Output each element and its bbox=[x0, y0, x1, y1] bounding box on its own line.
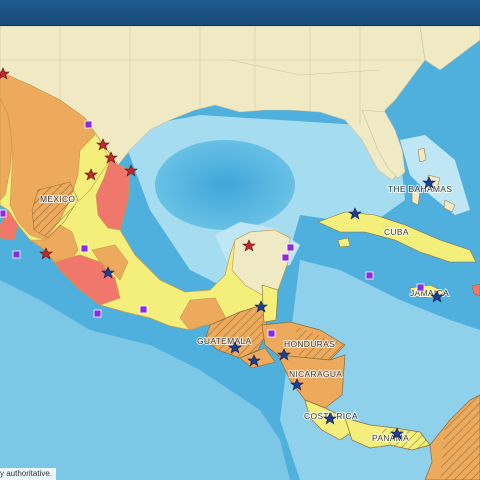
mexico-state-tamaulipas bbox=[95, 159, 131, 231]
mexico-chiapas-orange bbox=[179, 297, 229, 331]
mexico-hatch-area bbox=[31, 181, 79, 239]
label-cuba: CUBA bbox=[384, 227, 409, 237]
map-svg[interactable]: MEXICO THE BAHAMAS CUBA JAMAICA GUATEMAL… bbox=[0, 26, 480, 480]
mexico-state-coahuila bbox=[69, 117, 111, 201]
purple-square-marker[interactable] bbox=[12, 250, 21, 259]
guatemala-hatch bbox=[205, 305, 268, 358]
el-salvador bbox=[239, 347, 276, 369]
purple-square-marker[interactable] bbox=[80, 244, 89, 253]
colombia-hatch bbox=[440, 395, 480, 480]
purple-square-marker[interactable] bbox=[281, 253, 290, 262]
us-east-coast bbox=[419, 26, 480, 71]
label-bahamas: THE BAHAMAS bbox=[388, 184, 452, 194]
gulf-deep-basin bbox=[155, 140, 295, 230]
purple-square-marker[interactable] bbox=[416, 283, 425, 292]
cuba bbox=[317, 211, 477, 263]
bahamas-islands bbox=[411, 147, 456, 213]
purple-square-marker[interactable] bbox=[84, 120, 93, 129]
red-star-markers bbox=[0, 67, 256, 260]
map-attribution: y authoritative. bbox=[0, 468, 57, 480]
red-star-marker[interactable] bbox=[84, 168, 98, 181]
blue-star-marker[interactable] bbox=[323, 412, 337, 425]
label-nicaragua: NICARAGUA bbox=[289, 369, 342, 379]
red-star-marker[interactable] bbox=[96, 138, 110, 151]
honduras-hatch bbox=[295, 326, 345, 362]
purple-square-marker[interactable] bbox=[286, 243, 295, 252]
purple-square-marker[interactable] bbox=[267, 329, 276, 338]
blue-star-markers bbox=[101, 176, 444, 440]
blue-star-marker[interactable] bbox=[101, 266, 115, 279]
purple-square-marker[interactable] bbox=[93, 309, 102, 318]
purple-square-marker[interactable] bbox=[365, 271, 374, 280]
blue-star-marker[interactable] bbox=[390, 427, 404, 440]
label-mexico: MEXICO bbox=[40, 194, 75, 204]
purple-square-marker[interactable] bbox=[139, 305, 148, 314]
bahamas-shelf bbox=[400, 135, 470, 215]
mexico-state-sinaloa-red bbox=[0, 209, 19, 241]
purple-square-marker[interactable] bbox=[0, 209, 7, 218]
red-star-marker[interactable] bbox=[39, 247, 53, 260]
map-canvas[interactable]: MEXICO THE BAHAMAS CUBA JAMAICA GUATEMAL… bbox=[0, 26, 480, 480]
isle-of-youth bbox=[337, 237, 351, 248]
blue-star-marker[interactable] bbox=[247, 354, 261, 367]
label-guatemala: GUATEMALA bbox=[197, 336, 252, 346]
hispaniola-edge bbox=[471, 283, 480, 297]
map-header-bar bbox=[0, 0, 480, 26]
blue-star-marker[interactable] bbox=[430, 290, 444, 303]
red-star-marker[interactable] bbox=[104, 151, 118, 164]
red-star-marker[interactable] bbox=[124, 164, 138, 177]
mexico-state-center-orange bbox=[91, 244, 129, 281]
label-panama: PANAMA bbox=[372, 433, 409, 443]
belize bbox=[261, 284, 279, 323]
label-honduras: HONDURAS bbox=[284, 339, 335, 349]
purple-square-markers bbox=[0, 120, 425, 338]
mexico-state-south-red bbox=[54, 254, 121, 306]
panama-hatch bbox=[378, 428, 430, 450]
blue-star-marker[interactable] bbox=[422, 176, 436, 189]
blue-star-marker[interactable] bbox=[290, 378, 304, 391]
blue-star-marker[interactable] bbox=[348, 207, 362, 220]
pacific-shallow bbox=[0, 280, 290, 480]
label-jamaica: JAMAICA bbox=[410, 288, 449, 298]
us-state-lines bbox=[0, 26, 420, 125]
red-star-marker[interactable] bbox=[0, 67, 10, 80]
blue-star-marker[interactable] bbox=[254, 300, 268, 313]
florida bbox=[361, 109, 406, 179]
red-star-marker[interactable] bbox=[242, 239, 256, 252]
blue-star-marker[interactable] bbox=[277, 348, 291, 361]
blue-star-marker[interactable] bbox=[228, 341, 242, 354]
